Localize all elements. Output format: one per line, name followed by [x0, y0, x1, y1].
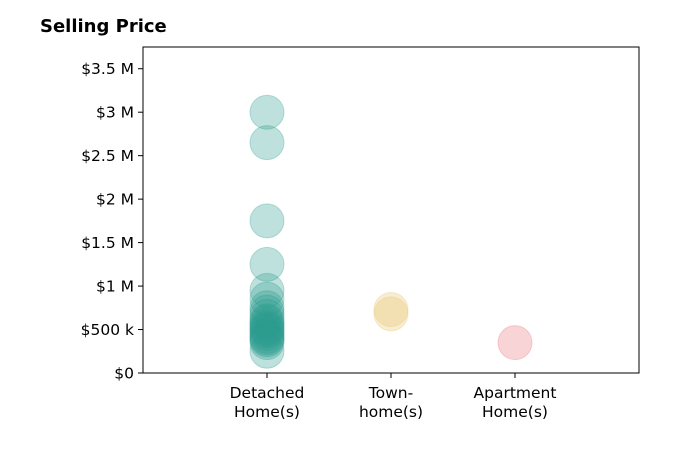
- data-point: [249, 272, 285, 308]
- data-point: [249, 246, 285, 282]
- y-tick-label: $1.5 M: [81, 234, 134, 252]
- data-point: [373, 292, 409, 328]
- chart-title: Selling Price: [40, 16, 167, 37]
- x-tick-label: Home(s): [482, 403, 548, 421]
- data-point: [249, 94, 285, 130]
- x-tick-label: Detached: [230, 384, 305, 402]
- data-point: [249, 290, 285, 326]
- y-tick-label: $1 M: [96, 278, 134, 296]
- data-point: [249, 313, 285, 349]
- data-point: [249, 318, 285, 354]
- data-point: [249, 203, 285, 239]
- y-tick-label: $3.5 M: [81, 60, 134, 78]
- data-point: [249, 294, 285, 330]
- y-tick-label: $2.5 M: [81, 147, 134, 165]
- data-point: [249, 125, 285, 161]
- data-point: [249, 298, 285, 334]
- data-point: [373, 296, 409, 332]
- data-point: [249, 320, 285, 356]
- y-tick-label: $0: [114, 365, 134, 383]
- data-point: [497, 325, 533, 361]
- y-tick-label: $500 k: [81, 321, 134, 339]
- y-tick-label: $2 M: [96, 191, 134, 209]
- x-tick-label: Home(s): [234, 403, 300, 421]
- data-point: [249, 325, 285, 361]
- x-tick-label: Town-: [368, 384, 413, 402]
- y-axis: $0 $500 k $1 M $1.5 M $2 M $2.5 M $3 M $3.5 M: [81, 60, 143, 383]
- y-tick-label: $3 M: [96, 104, 134, 122]
- data-point: [249, 322, 285, 358]
- data-point: [249, 316, 285, 352]
- x-tick-label: Apartment: [474, 384, 557, 402]
- data-point: [249, 305, 285, 341]
- data-point: [249, 281, 285, 317]
- x-axis: DetachedHome(s)Town-home(s)ApartmentHome…: [230, 373, 557, 421]
- points-layer: [249, 94, 533, 369]
- data-point: [249, 333, 285, 369]
- data-point: [249, 303, 285, 339]
- data-point: [249, 307, 285, 343]
- x-tick-label: home(s): [359, 403, 423, 421]
- data-point: [249, 312, 285, 348]
- data-point: [249, 310, 285, 346]
